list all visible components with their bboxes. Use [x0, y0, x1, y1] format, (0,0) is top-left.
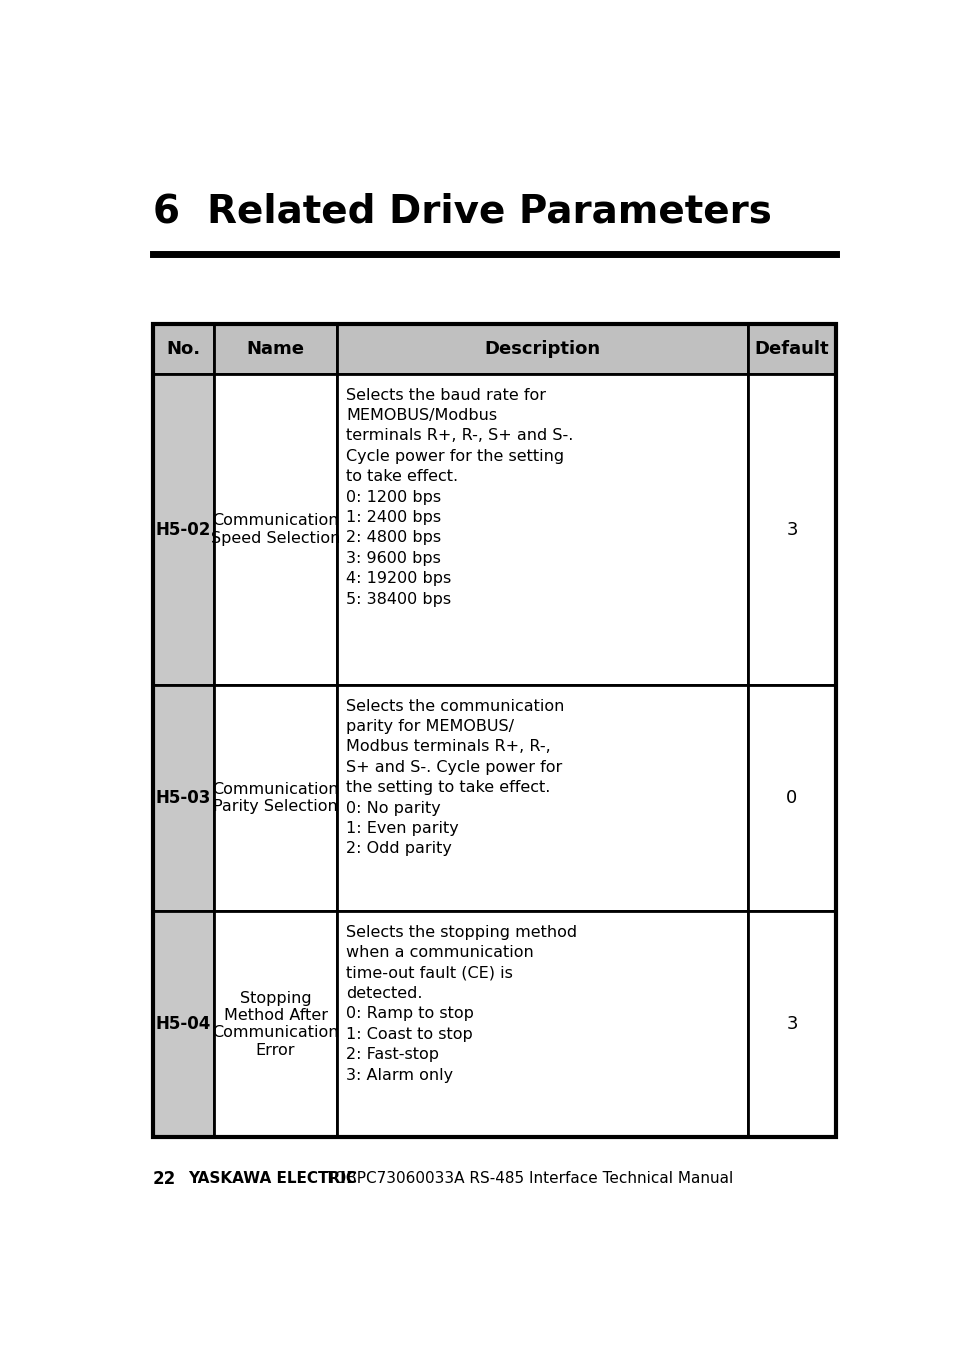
Bar [747, 685, 836, 911]
Text: No.: No. [166, 340, 200, 357]
Text: YASKAWA ELECTRIC: YASKAWA ELECTRIC [188, 1171, 356, 1186]
Bar [152, 685, 213, 911]
Text: Description: Description [484, 340, 599, 357]
Bar [213, 911, 336, 1137]
Text: Selects the stopping method
when a communication
time-out fault (CE) is
detected: Selects the stopping method when a commu… [346, 925, 577, 1082]
Bar [213, 324, 336, 374]
Bar [747, 911, 836, 1137]
Text: Communication
Parity Selection: Communication Parity Selection [213, 781, 338, 814]
Bar [336, 685, 747, 911]
Bar [213, 685, 336, 911]
Bar [213, 374, 336, 685]
Bar [747, 374, 836, 685]
Bar [152, 374, 213, 685]
Text: Default: Default [754, 340, 828, 357]
Bar [152, 324, 836, 1137]
Text: 22: 22 [152, 1170, 175, 1187]
Text: Selects the communication
parity for MEMOBUS/
Modbus terminals R+, R-,
S+ and S-: Selects the communication parity for MEM… [346, 699, 564, 856]
Text: 3: 3 [785, 1016, 797, 1033]
Text: Stopping
Method After
Communication
Error: Stopping Method After Communication Erro… [213, 991, 338, 1057]
Text: Selects the baud rate for
MEMOBUS/Modbus
terminals R+, R-, S+ and S-.
Cycle powe: Selects the baud rate for MEMOBUS/Modbus… [346, 387, 573, 607]
Bar [152, 324, 213, 374]
Text: Communication
Speed Selection: Communication Speed Selection [211, 513, 340, 546]
Bar [336, 911, 747, 1137]
Text: H5-04: H5-04 [155, 1016, 211, 1033]
Text: H5-03: H5-03 [155, 789, 211, 807]
Text: 3: 3 [785, 520, 797, 539]
Bar [152, 911, 213, 1137]
Bar [747, 324, 836, 374]
Text: Name: Name [247, 340, 304, 357]
Text: 6  Related Drive Parameters: 6 Related Drive Parameters [152, 192, 771, 230]
Bar [336, 374, 747, 685]
Bar [336, 324, 747, 374]
Text: 0: 0 [785, 789, 797, 807]
Text: TOBPC73060033A RS-485 Interface Technical Manual: TOBPC73060033A RS-485 Interface Technica… [319, 1171, 732, 1186]
Text: H5-02: H5-02 [155, 520, 211, 539]
